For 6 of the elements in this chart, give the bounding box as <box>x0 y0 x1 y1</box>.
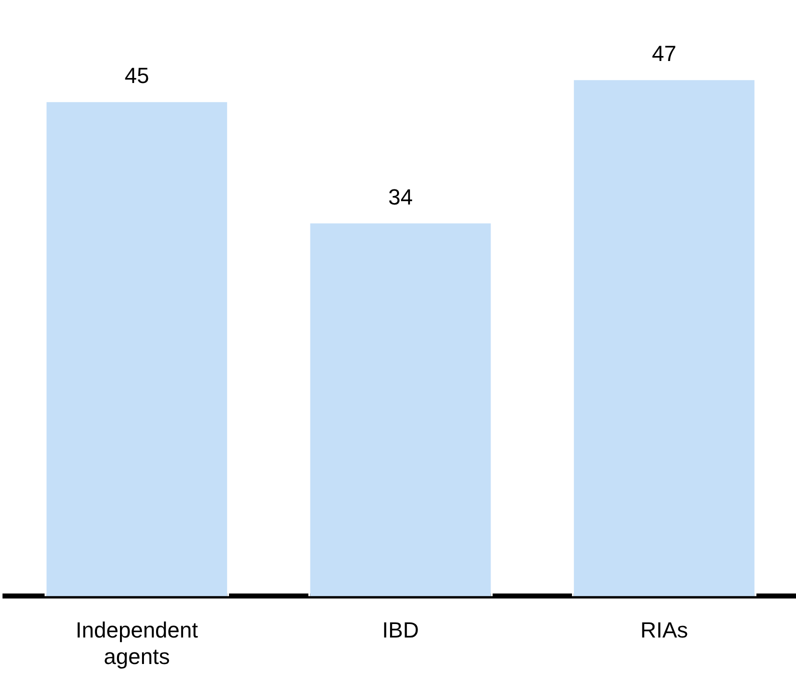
x-tick-label: Independent agents <box>76 617 198 669</box>
x-tick-label: IBD <box>382 617 419 642</box>
data-label: 45 <box>124 63 150 88</box>
data-label: 47 <box>652 41 676 66</box>
data-label: 34 <box>388 184 413 210</box>
x-tick-label: RIAs <box>640 617 688 642</box>
